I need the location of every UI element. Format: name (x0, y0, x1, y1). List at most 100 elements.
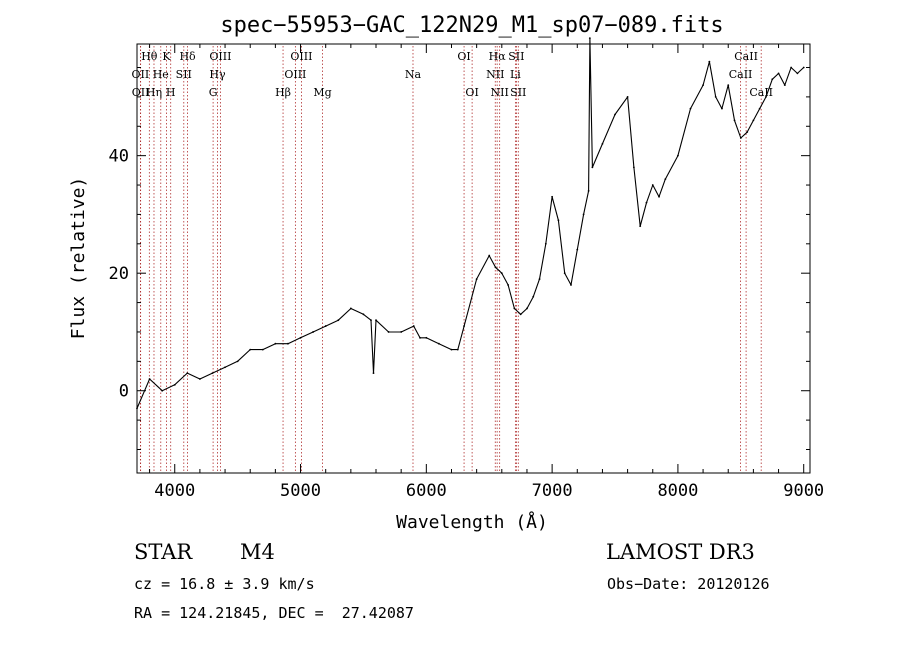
data-point-12 (287, 342, 289, 345)
observation-date: Obs−Date: 20120126 (607, 575, 770, 593)
y-axis-label: Flux (relative) (68, 177, 89, 340)
line-label-1: OII (132, 68, 150, 81)
x-tick-label: 6000 (406, 481, 447, 501)
data-point-65 (721, 107, 723, 110)
data-point-4 (186, 372, 189, 374)
data-point-75 (783, 84, 786, 87)
data-point-50 (591, 166, 594, 169)
redshift-readout: cz = 16.8 ± 3.9 km/s (134, 575, 315, 593)
data-point-45 (570, 284, 572, 286)
data-point-18 (362, 313, 365, 316)
data-point-44 (563, 272, 566, 275)
spectral-line-markers (139, 46, 762, 473)
data-point-76 (790, 66, 793, 69)
y-tick-label: 40 (109, 147, 129, 167)
data-point-37 (519, 313, 522, 316)
line-label-10: Hγ (209, 68, 226, 81)
data-point-27 (438, 342, 440, 345)
line-label-0: Hθ (141, 50, 158, 63)
data-point-40 (538, 278, 541, 280)
x-tick-label: 4000 (154, 481, 195, 501)
data-point-8 (236, 360, 239, 363)
data-point-55 (639, 225, 642, 228)
line-label-25: CaII (734, 50, 758, 63)
data-point-73 (771, 78, 774, 81)
data-point-32 (488, 254, 491, 257)
data-point-69 (746, 131, 749, 134)
data-point-57 (651, 184, 654, 186)
data-point-14 (312, 331, 315, 333)
x-tick-label: 9000 (783, 481, 824, 501)
data-point-64 (714, 95, 717, 98)
flux-series (136, 37, 805, 410)
object-subclass: M4 (240, 540, 275, 564)
data-point-15 (324, 325, 327, 327)
data-point-51 (601, 143, 604, 145)
line-label-17: OI (457, 50, 470, 63)
x-axis-label: Wavelength (Å) (396, 511, 548, 533)
x-tick-label: 5000 (280, 481, 321, 501)
data-point-52 (614, 113, 616, 116)
line-label-18: OI (465, 86, 478, 99)
line-label-23: Li (510, 68, 521, 81)
data-point-25 (419, 336, 421, 339)
data-point-13 (299, 336, 302, 339)
y-tick-label: 0 (119, 382, 129, 402)
line-label-7: SII (176, 68, 192, 81)
data-point-28 (450, 348, 453, 351)
data-point-1 (148, 378, 151, 380)
data-point-58 (658, 195, 660, 198)
object-class: STAR (134, 540, 193, 564)
y-tick-label: 20 (109, 264, 129, 284)
line-label-20: SII (508, 50, 524, 63)
data-point-46 (576, 248, 579, 251)
data-point-11 (274, 342, 277, 345)
line-label-22: NII (491, 86, 509, 99)
data-point-26 (425, 336, 428, 339)
data-point-66 (727, 84, 730, 87)
data-point-72 (765, 95, 767, 98)
data-point-9 (249, 348, 252, 351)
data-point-78 (802, 66, 805, 69)
line-label-15: Mg (313, 86, 331, 99)
line-label-19: Hα (489, 50, 507, 63)
data-point-62 (702, 84, 704, 87)
data-point-56 (645, 201, 648, 204)
data-point-35 (507, 284, 509, 286)
data-point-70 (752, 119, 755, 122)
line-label-24: SII (510, 86, 526, 99)
data-point-63 (708, 60, 711, 63)
chart-title: spec−55953−GAC_122N29_M1_sp07−089.fits (220, 13, 723, 38)
line-label-16: Na (405, 68, 422, 81)
data-point-36 (513, 307, 516, 310)
data-point-3 (173, 383, 176, 386)
data-point-77 (796, 72, 799, 75)
data-point-17 (349, 307, 352, 310)
data-point-2 (161, 389, 164, 392)
data-point-48 (587, 190, 590, 192)
line-label-9: OIII (209, 50, 231, 63)
data-point-42 (551, 195, 554, 198)
data-point-31 (475, 278, 478, 280)
line-label-5: K (162, 50, 171, 63)
survey-name: LAMOST DR3 (606, 540, 755, 564)
line-label-6: H (166, 86, 176, 99)
data-point-71 (758, 107, 761, 110)
data-point-54 (632, 166, 635, 169)
line-label-4: Hη (146, 86, 162, 99)
coordinates-readout: RA = 124.21845, DEC = 27.42087 (134, 604, 414, 622)
data-point-53 (626, 95, 629, 98)
data-point-33 (494, 266, 497, 269)
data-point-34 (500, 272, 503, 275)
x-tick-label: 7000 (532, 481, 573, 501)
line-label-8: Hδ (179, 50, 196, 63)
data-point-43 (557, 219, 560, 222)
data-point-68 (739, 137, 742, 139)
x-tick-label: 8000 (657, 481, 698, 501)
line-label-14: OIII (284, 68, 306, 81)
line-label-27: CaII (749, 86, 773, 99)
data-point-24 (412, 325, 415, 327)
data-point-7 (224, 366, 226, 369)
data-point-41 (544, 242, 547, 245)
